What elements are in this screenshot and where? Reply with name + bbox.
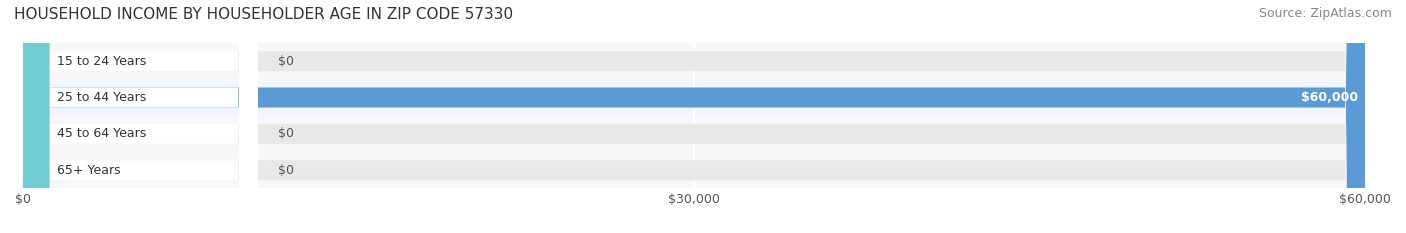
Text: $0: $0 xyxy=(278,164,294,177)
FancyBboxPatch shape xyxy=(22,0,257,233)
Text: $0: $0 xyxy=(278,127,294,140)
Bar xyxy=(22,116,1365,152)
FancyBboxPatch shape xyxy=(17,0,44,233)
Text: $60,000: $60,000 xyxy=(1301,91,1358,104)
FancyBboxPatch shape xyxy=(22,0,1365,233)
Circle shape xyxy=(18,0,48,233)
Text: Source: ZipAtlas.com: Source: ZipAtlas.com xyxy=(1258,7,1392,20)
FancyBboxPatch shape xyxy=(22,0,257,233)
FancyBboxPatch shape xyxy=(22,0,1365,233)
FancyBboxPatch shape xyxy=(17,0,44,233)
Circle shape xyxy=(18,0,48,233)
Text: $0: $0 xyxy=(278,55,294,68)
Text: 15 to 24 Years: 15 to 24 Years xyxy=(56,55,146,68)
FancyBboxPatch shape xyxy=(22,0,1365,233)
Bar xyxy=(22,43,1365,79)
FancyBboxPatch shape xyxy=(22,0,257,233)
Bar xyxy=(22,79,1365,116)
FancyBboxPatch shape xyxy=(22,0,257,233)
Text: 65+ Years: 65+ Years xyxy=(56,164,120,177)
Circle shape xyxy=(18,0,48,233)
FancyBboxPatch shape xyxy=(22,0,1365,233)
Text: 25 to 44 Years: 25 to 44 Years xyxy=(56,91,146,104)
FancyBboxPatch shape xyxy=(22,0,1365,233)
Text: HOUSEHOLD INCOME BY HOUSEHOLDER AGE IN ZIP CODE 57330: HOUSEHOLD INCOME BY HOUSEHOLDER AGE IN Z… xyxy=(14,7,513,22)
Bar xyxy=(22,152,1365,188)
Circle shape xyxy=(18,0,48,233)
Text: 45 to 64 Years: 45 to 64 Years xyxy=(56,127,146,140)
FancyBboxPatch shape xyxy=(17,0,44,233)
